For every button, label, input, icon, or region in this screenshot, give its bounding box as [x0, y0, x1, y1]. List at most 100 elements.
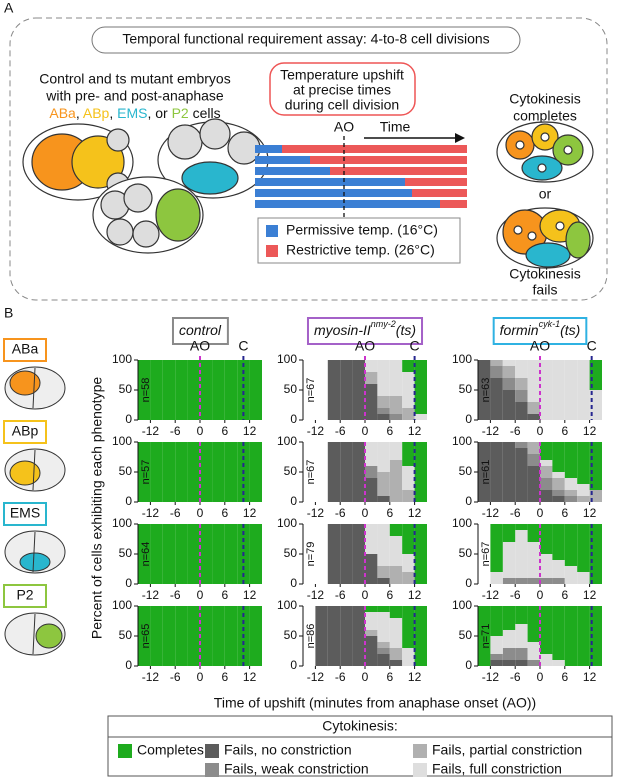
y-tick-label: 100 [452, 352, 472, 366]
temp-legend-box [257, 217, 461, 264]
n-label: n=65 [140, 624, 152, 649]
bar-segment [249, 606, 262, 666]
bar-segment [377, 442, 390, 472]
bar-segment [502, 578, 516, 584]
bar-segment [564, 490, 578, 496]
x-tick-label: 12 [583, 588, 597, 602]
legend-label: Completes [137, 742, 204, 758]
bar-segment [552, 660, 565, 666]
y-tick-label: 0 [125, 576, 132, 590]
bar-segment [377, 408, 390, 414]
bar-segment [402, 466, 415, 490]
y-tick-label: 100 [277, 516, 297, 530]
bar-segment [402, 490, 415, 502]
bar-segment [490, 524, 503, 572]
bar-segment [502, 630, 516, 648]
bar-segment [402, 372, 415, 408]
embryo-text: Control and ts mutant embryos [39, 71, 230, 87]
x-tick-label: -6 [510, 506, 521, 520]
legend-swatch [413, 744, 427, 758]
cells-text-part: ABa [49, 105, 76, 121]
permissive-bar [255, 178, 405, 186]
x-tick-label: 12 [243, 670, 257, 684]
bar-segment [515, 390, 528, 402]
bar-segment [389, 524, 403, 536]
bar-segment [540, 460, 553, 466]
bar-segment [515, 624, 528, 648]
bar-segment [365, 360, 378, 372]
bar-segment [377, 612, 390, 642]
bar-segment [138, 524, 151, 584]
marker-label: AO [355, 338, 375, 354]
bar-segment [224, 360, 238, 420]
outcome-text: completes [513, 108, 577, 124]
bar-segment [502, 390, 516, 420]
bar-segment [402, 360, 415, 372]
bar-segment [564, 496, 578, 502]
x-tick-label: 6 [386, 670, 393, 684]
x-tick-label: 12 [243, 424, 257, 438]
legend-label: Fails, partial constriction [432, 742, 582, 758]
bar-segment [340, 442, 353, 502]
bar-segment [540, 578, 553, 584]
bar-segment [552, 442, 565, 472]
x-tick-label: 12 [583, 506, 597, 520]
bar-segment [577, 524, 590, 572]
y-tick-label: 0 [125, 412, 132, 426]
bar-segment [377, 578, 390, 584]
cells-text-part: , or [147, 105, 171, 121]
bar-segment [502, 378, 516, 390]
x-tick-label: 6 [221, 506, 228, 520]
x-tick-label: -12 [482, 588, 500, 602]
bar-segment [340, 524, 353, 584]
panel-label: A [4, 0, 14, 16]
column-header-sup: nmy-2 [371, 319, 396, 329]
bar-segment [502, 366, 516, 378]
bar-segment [527, 466, 540, 502]
bar-segment [564, 442, 578, 478]
y-tick-label: 0 [125, 494, 132, 508]
bar-segment [564, 478, 578, 490]
bar-segment [564, 606, 578, 666]
bar-segment [527, 360, 540, 402]
x-tick-label: 12 [583, 424, 597, 438]
column-header: control [179, 322, 222, 338]
bar-segment [540, 360, 553, 420]
x-tick-label: -12 [142, 670, 160, 684]
outcome-text: fails [533, 282, 558, 298]
bar-segment [138, 606, 151, 666]
panel-title: Temporal functional requirement assay: 4… [122, 31, 489, 47]
x-tick-label: -6 [335, 424, 346, 438]
column-header: formincyk-1(ts) [500, 319, 581, 337]
upshift-text: Temperature upshift [280, 67, 404, 83]
bar-segment [502, 360, 516, 366]
bar-segment [315, 606, 328, 666]
bar-segment [150, 442, 163, 502]
bar-segment [540, 554, 553, 578]
legend-label: Fails, no constriction [224, 742, 352, 758]
y-tick-label: 100 [277, 352, 297, 366]
x-tick-label: 12 [408, 506, 422, 520]
y-tick-label: 100 [452, 434, 472, 448]
x-tick-label: -6 [335, 670, 346, 684]
bar-segment [365, 442, 378, 466]
bar-segment [515, 448, 528, 502]
ao-label: AO [334, 119, 354, 135]
bar-segment [377, 642, 390, 648]
x-tick-label: -12 [142, 506, 160, 520]
bar-segment [365, 612, 378, 630]
bar-segment [402, 408, 415, 420]
bar-segment [200, 442, 213, 502]
bar-segment [564, 524, 578, 566]
y-axis-label: Percent of cells exhibiting each phenoty… [89, 377, 105, 639]
y-tick-label: 0 [465, 658, 472, 672]
bar-segment [414, 606, 427, 666]
bar-segment [515, 660, 528, 666]
column-header-sup: cyk-1 [539, 319, 561, 329]
bar-segment [490, 360, 503, 366]
bar-segment [552, 560, 565, 578]
bar-segment [552, 478, 565, 490]
bar-segment [502, 542, 516, 578]
column-header-suffix: (ts) [396, 322, 416, 338]
bar-segment [515, 578, 528, 584]
